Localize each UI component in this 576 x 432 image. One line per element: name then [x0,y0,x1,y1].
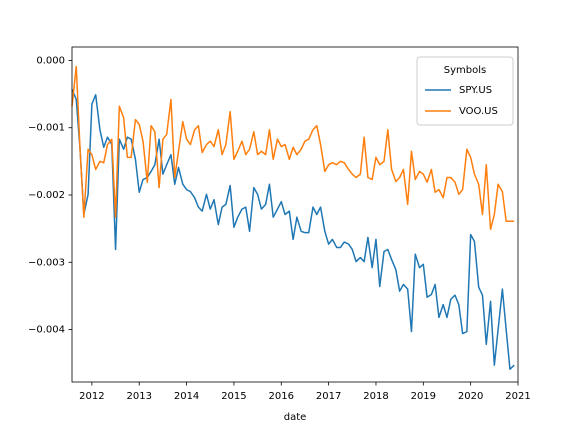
axes-frame [71,46,519,383]
y-tick-label: 0.000 [36,55,65,66]
x-tick-label: 2021 [505,391,530,402]
legend-label: VOO.US [459,106,498,117]
y-tick-label: −0.001 [28,123,65,134]
x-axis-label: date [284,412,307,423]
x-tick-label: 2013 [127,391,152,402]
line-series [71,65,515,231]
y-tick-label: −0.003 [28,257,65,268]
x-tick-label: 2018 [363,391,388,402]
x-tick-label: 2012 [79,391,104,402]
x-tick-label: 2016 [269,391,294,402]
y-tick-label: −0.002 [28,190,65,201]
x-tick-label: 2014 [174,391,199,402]
x-tick-label: 2019 [411,391,436,402]
x-tick-label: 2020 [458,391,483,402]
x-tick-label: 2017 [316,391,341,402]
line-series [71,89,515,370]
legend-label: SPY.US [459,85,492,96]
y-tick-label: −0.004 [28,325,65,336]
legend-title: Symbols [444,65,486,76]
x-tick-label: 2015 [221,391,246,402]
legend-box [416,56,514,126]
